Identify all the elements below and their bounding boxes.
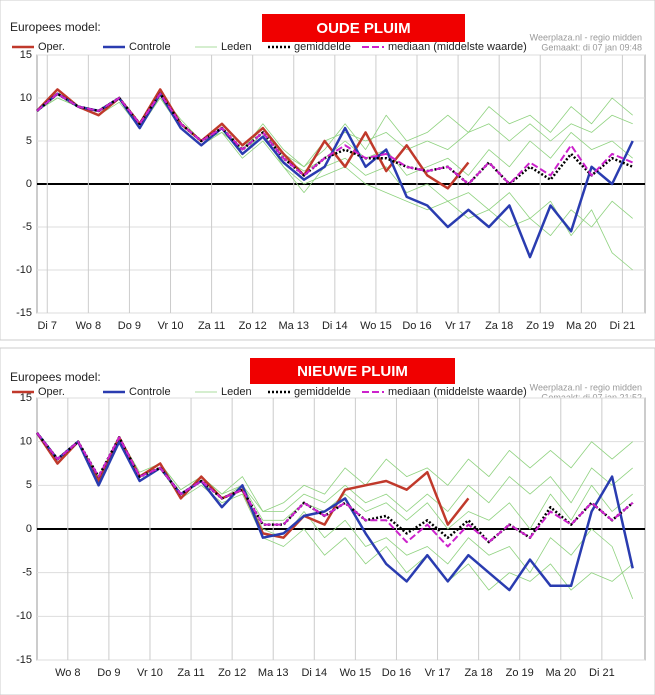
y-tick-label: -5 (22, 221, 32, 233)
legend-label: Controle (129, 41, 171, 53)
y-tick-label: 10 (20, 436, 32, 448)
x-tick-label: Di 14 (322, 320, 348, 332)
series-line (36, 92, 634, 185)
source: Weerplaza.nl - regio midden (530, 32, 642, 42)
y-tick-label: 15 (20, 392, 32, 404)
legend-label: gemiddelde (294, 386, 351, 398)
legend-label: Oper. (38, 41, 65, 53)
x-tick-label: Za 11 (198, 320, 225, 332)
x-tick-label: Do 9 (118, 320, 141, 332)
x-tick-label: Ma 20 (566, 320, 597, 332)
x-tick-label: Do 16 (382, 667, 411, 679)
series-line (36, 432, 634, 592)
x-tick-label: Zo 12 (239, 320, 267, 332)
created: Gemaakt: di 07 jan 21:52 (541, 392, 642, 402)
x-tick-label: Wo 8 (76, 320, 101, 332)
y-tick-label: 5 (26, 479, 32, 491)
series-line (36, 88, 470, 190)
y-tick-label: 0 (26, 523, 32, 535)
created: Gemaakt: di 07 jan 09:48 (541, 42, 642, 52)
legend-label: Oper. (38, 386, 65, 398)
x-tick-label: Zo 12 (218, 667, 246, 679)
x-tick-label: Ma 20 (545, 667, 576, 679)
legend-label: gemiddelde (294, 41, 351, 53)
x-tick-label: Ma 13 (278, 320, 309, 332)
chart-title: Europees model: (10, 370, 101, 384)
x-tick-label: Zo 19 (526, 320, 554, 332)
y-tick-label: 10 (20, 92, 32, 104)
y-tick-label: -5 (22, 567, 32, 579)
x-tick-label: Za 11 (177, 667, 204, 679)
legend-label: Leden (221, 41, 252, 53)
x-tick-label: Vr 10 (158, 320, 184, 332)
x-tick-label: Do 9 (97, 667, 120, 679)
legend-label: mediaan (middelste waarde) (388, 386, 527, 398)
x-tick-label: Wo 15 (340, 667, 372, 679)
x-tick-label: Di 7 (37, 320, 57, 332)
legend-label: Leden (221, 386, 252, 398)
chart-title: Europees model: (10, 20, 101, 34)
banner-text: NIEUWE PLUIM (297, 363, 408, 380)
legend-label: mediaan (middelste waarde) (388, 41, 527, 53)
banner (262, 14, 465, 42)
banner-text: OUDE PLUIM (316, 20, 410, 37)
y-tick-label: 0 (26, 178, 32, 190)
y-tick-label: 15 (20, 49, 32, 61)
x-tick-label: Wo 8 (55, 667, 80, 679)
series-line (36, 432, 633, 512)
x-tick-label: Vr 17 (445, 320, 471, 332)
y-tick-label: -10 (16, 610, 32, 622)
banner (250, 358, 455, 384)
series-line (36, 432, 634, 548)
x-tick-label: Za 18 (465, 667, 493, 679)
y-tick-label: -15 (16, 307, 32, 319)
series-line (36, 92, 634, 259)
x-tick-label: Vr 17 (425, 667, 451, 679)
x-tick-label: Di 14 (301, 667, 327, 679)
y-tick-label: -10 (16, 264, 32, 276)
x-tick-label: Zo 19 (506, 667, 534, 679)
x-tick-label: Za 18 (485, 320, 513, 332)
x-tick-label: Di 21 (589, 667, 615, 679)
y-tick-label: 5 (26, 135, 32, 147)
legend-label: Controle (129, 386, 171, 398)
x-tick-label: Di 21 (610, 320, 636, 332)
x-tick-label: Vr 10 (137, 667, 163, 679)
source: Weerplaza.nl - regio midden (530, 382, 642, 392)
x-tick-label: Wo 15 (360, 320, 392, 332)
x-tick-label: Do 16 (402, 320, 431, 332)
y-tick-label: -15 (16, 654, 32, 666)
x-tick-label: Ma 13 (258, 667, 289, 679)
